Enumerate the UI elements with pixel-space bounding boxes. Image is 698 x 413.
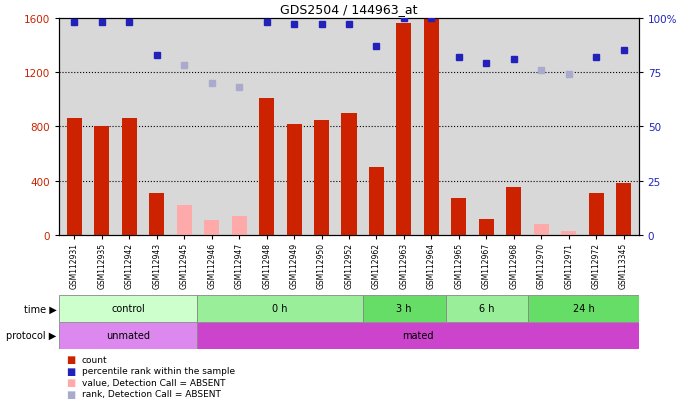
Text: ■: ■ xyxy=(66,354,75,364)
Bar xyxy=(534,225,549,235)
Bar xyxy=(177,206,192,235)
Bar xyxy=(452,199,466,235)
Bar xyxy=(287,124,302,235)
Bar xyxy=(232,216,246,235)
Bar xyxy=(424,20,439,235)
Text: 6 h: 6 h xyxy=(480,304,495,314)
Text: count: count xyxy=(82,355,107,364)
Bar xyxy=(149,193,164,235)
Bar xyxy=(479,219,494,235)
Bar xyxy=(396,24,411,235)
Text: percentile rank within the sample: percentile rank within the sample xyxy=(82,366,235,375)
Bar xyxy=(198,322,639,349)
Bar xyxy=(588,193,604,235)
Bar xyxy=(314,120,329,235)
Text: mated: mated xyxy=(402,330,433,341)
Bar xyxy=(506,188,521,235)
Bar xyxy=(205,221,219,235)
Bar xyxy=(67,119,82,235)
Text: 24 h: 24 h xyxy=(572,304,595,314)
Text: value, Detection Call = ABSENT: value, Detection Call = ABSENT xyxy=(82,378,225,387)
Bar xyxy=(94,127,110,235)
Text: rank, Detection Call = ABSENT: rank, Detection Call = ABSENT xyxy=(82,389,221,399)
Text: time ▶: time ▶ xyxy=(24,304,57,314)
Bar xyxy=(259,99,274,235)
Text: unmated: unmated xyxy=(106,330,150,341)
Bar xyxy=(341,114,357,235)
Bar xyxy=(561,231,577,235)
Bar xyxy=(59,322,198,349)
Text: ■: ■ xyxy=(66,389,75,399)
Bar xyxy=(59,295,198,322)
Text: 3 h: 3 h xyxy=(396,304,412,314)
Bar xyxy=(363,295,445,322)
Bar xyxy=(369,168,384,235)
Title: GDS2504 / 144963_at: GDS2504 / 144963_at xyxy=(281,3,417,16)
Bar xyxy=(121,119,137,235)
Text: ■: ■ xyxy=(66,366,75,376)
Bar xyxy=(528,295,639,322)
Text: 0 h: 0 h xyxy=(272,304,288,314)
Text: protocol ▶: protocol ▶ xyxy=(6,330,57,341)
Text: ■: ■ xyxy=(66,377,75,387)
Bar xyxy=(445,295,528,322)
Text: control: control xyxy=(112,304,145,314)
Bar xyxy=(198,295,363,322)
Bar xyxy=(616,184,631,235)
